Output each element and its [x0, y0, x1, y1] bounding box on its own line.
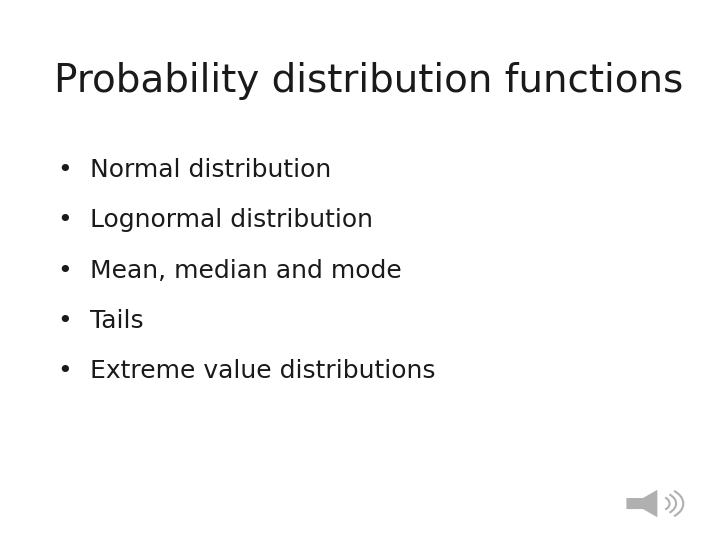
Text: Extreme value distributions: Extreme value distributions [90, 359, 436, 383]
Text: Normal distribution: Normal distribution [90, 158, 331, 182]
Text: •: • [58, 309, 72, 333]
Text: Mean, median and mode: Mean, median and mode [90, 259, 402, 282]
Text: Tails: Tails [90, 309, 143, 333]
Text: •: • [58, 208, 72, 232]
Text: •: • [58, 158, 72, 182]
Polygon shape [626, 490, 657, 517]
Text: Probability distribution functions: Probability distribution functions [54, 62, 683, 100]
Text: Lognormal distribution: Lognormal distribution [90, 208, 373, 232]
Text: •: • [58, 259, 72, 282]
Text: •: • [58, 359, 72, 383]
